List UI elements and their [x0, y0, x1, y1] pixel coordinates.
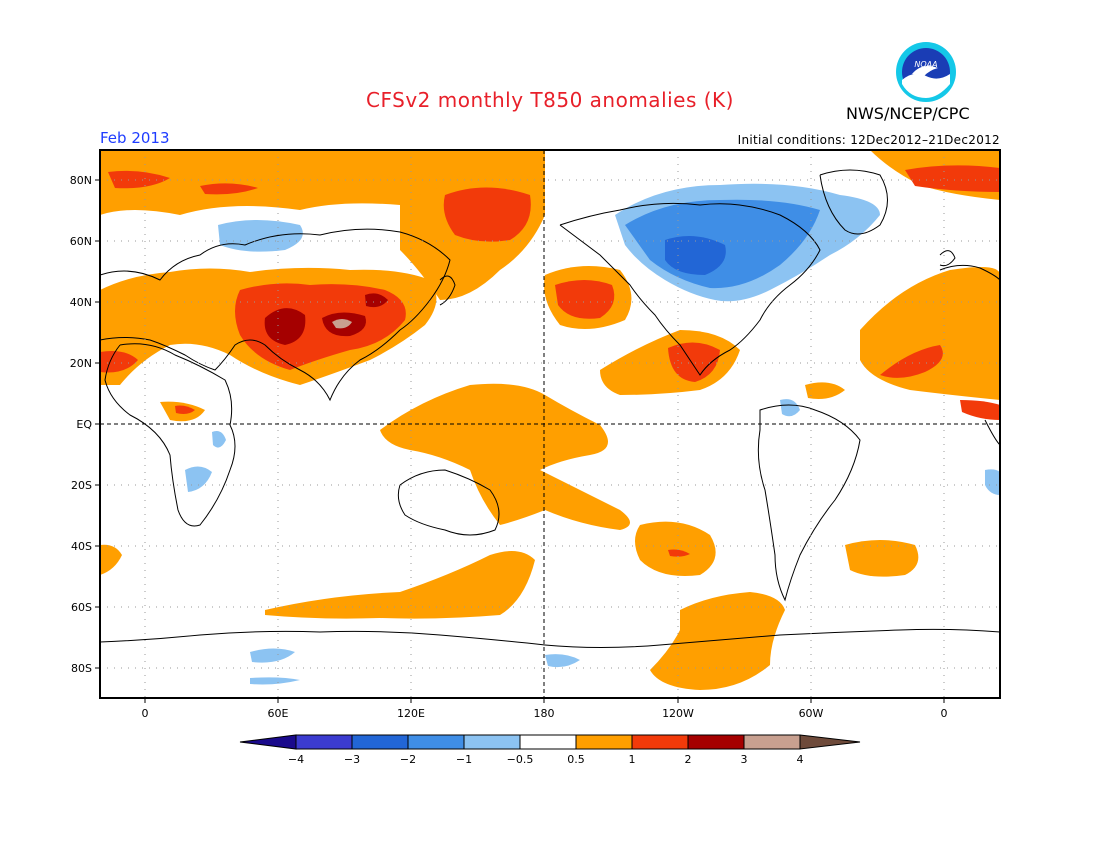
lat-label: 40S: [71, 540, 92, 553]
anomaly-region-asia-max-3: [365, 293, 388, 308]
anomaly-region-eatlantic-strong: [960, 400, 1000, 420]
anomaly-region-africa-cold-1: [185, 466, 212, 492]
anomaly-region-spacific-warm: [635, 521, 716, 576]
anomaly-region-natlantic-strong: [880, 345, 943, 378]
anomaly-region-siberia-strong: [443, 187, 531, 242]
coastline-greenland: [819, 169, 888, 235]
lon-label: 180: [534, 707, 555, 720]
anomaly-region-namerica-cold-core: [665, 236, 726, 275]
anomaly-region-antarctic-cold-3: [250, 677, 300, 685]
coastline-antarctica: [100, 628, 1000, 648]
lon-label: 120W: [662, 707, 694, 720]
lat-label: EQ: [76, 418, 92, 431]
lat-label: 80S: [71, 662, 92, 675]
lat-label: 20S: [71, 479, 92, 492]
lon-labels: 0 60E 120E 180 120W 60W 0: [142, 707, 948, 720]
anomaly-region-npacific-strong: [555, 280, 615, 319]
lat-label: 40N: [70, 296, 92, 309]
reference-lines: [100, 150, 1000, 698]
anomaly-region-africa-cold-2: [212, 431, 226, 448]
noaa-logo-text: NOAA: [914, 60, 937, 69]
colorbar-segment: [743, 734, 801, 750]
lat-labels: 80N 60N 40N 20N EQ 20S 40S 60S 80S: [70, 174, 93, 675]
anomaly-region-arctic-3: [905, 165, 1000, 192]
coastline-australia: [397, 469, 500, 536]
lon-label: 0: [941, 707, 948, 720]
initial-conditions: Initial conditions: 12Dec2012–21Dec2012: [737, 133, 1000, 147]
noaa-logo: NOAA: [896, 42, 956, 102]
colorbar-high-arrow: [799, 734, 861, 750]
colorbar-segment: [295, 734, 353, 750]
colorbar-label: 1: [629, 753, 636, 766]
coastline-uk: [939, 250, 956, 267]
anomaly-region-africa-strong: [175, 405, 195, 414]
colorbar-label: −0.5: [507, 753, 534, 766]
lat-label: 80N: [70, 174, 92, 187]
colorbar-segment: [463, 734, 521, 750]
agency-label: NWS/NCEP/CPC: [846, 104, 970, 123]
forecast-period: Feb 2013: [100, 129, 170, 147]
colorbar-segment: [519, 734, 577, 750]
coastline-europe-east: [939, 264, 1000, 281]
chart-title: CFSv2 monthly T850 anomalies (K): [366, 88, 734, 112]
anomaly-region-mexico-strong: [668, 342, 720, 382]
anomaly-region-antarctic-cold-1: [250, 648, 295, 663]
colorbar-label: −3: [344, 753, 360, 766]
coastline-africa: [104, 343, 236, 527]
colorbar-label: 3: [741, 753, 748, 766]
coastlines: [100, 169, 1000, 648]
anomaly-region-arctic-2: [200, 183, 258, 195]
coastline-japan: [439, 275, 456, 306]
axis-ticks: [95, 179, 945, 703]
anomaly-region-brazil-cold: [985, 469, 1000, 495]
lon-label: 60E: [268, 707, 289, 720]
anomaly-region-satlantic-warm: [845, 540, 919, 577]
anomaly-region-southwest-warm: [100, 544, 122, 575]
anomaly-region-southern-ocean-warm-2: [650, 592, 785, 690]
lon-label: 60W: [799, 707, 824, 720]
anomaly-region-eurasia-cold: [218, 220, 303, 252]
colorbar-low-arrow: [239, 734, 297, 750]
colorbar-label: 0.5: [567, 753, 585, 766]
anomaly-region-amazon-cold: [780, 399, 800, 417]
lat-label: 60S: [71, 601, 92, 614]
anomaly-region-spacific-strong: [668, 549, 690, 557]
anomaly-region-asia-max-1: [264, 308, 306, 345]
lat-label: 20N: [70, 357, 92, 370]
lat-label: 60N: [70, 235, 92, 248]
colorbar-label: −1: [456, 753, 472, 766]
colorbar-segment: [687, 734, 745, 750]
coastline-south-america: [757, 404, 861, 602]
colorbar-segment: [407, 734, 465, 750]
anomaly-region-wpacific-warm: [380, 383, 630, 530]
lon-label: 120E: [397, 707, 425, 720]
colorbar-label: −4: [288, 753, 304, 766]
coastline-eurasia: [100, 228, 451, 402]
colorbar-label: 2: [685, 753, 692, 766]
anomaly-region-asia-peak: [332, 319, 352, 329]
coastline-north-america: [559, 202, 821, 376]
colorbar: [239, 734, 861, 750]
anomaly-region-arctic-1: [108, 170, 170, 189]
colorbar-segment: [631, 734, 689, 750]
colorbar-label: −2: [400, 753, 416, 766]
anomaly-region-southern-ocean-warm: [265, 551, 535, 619]
colorbar-segment: [351, 734, 409, 750]
colorbar-segment: [575, 734, 633, 750]
lon-label: 0: [142, 707, 149, 720]
anomaly-region-antarctic-cold-2: [545, 654, 580, 668]
colorbar-labels: −4 −3 −2 −1 −0.5 0.5 1 2 3 4: [288, 753, 804, 766]
anomaly-region-westafrica: [100, 351, 138, 373]
colorbar-label: 4: [797, 753, 804, 766]
anomaly-region-caribbean-warm: [805, 382, 845, 399]
